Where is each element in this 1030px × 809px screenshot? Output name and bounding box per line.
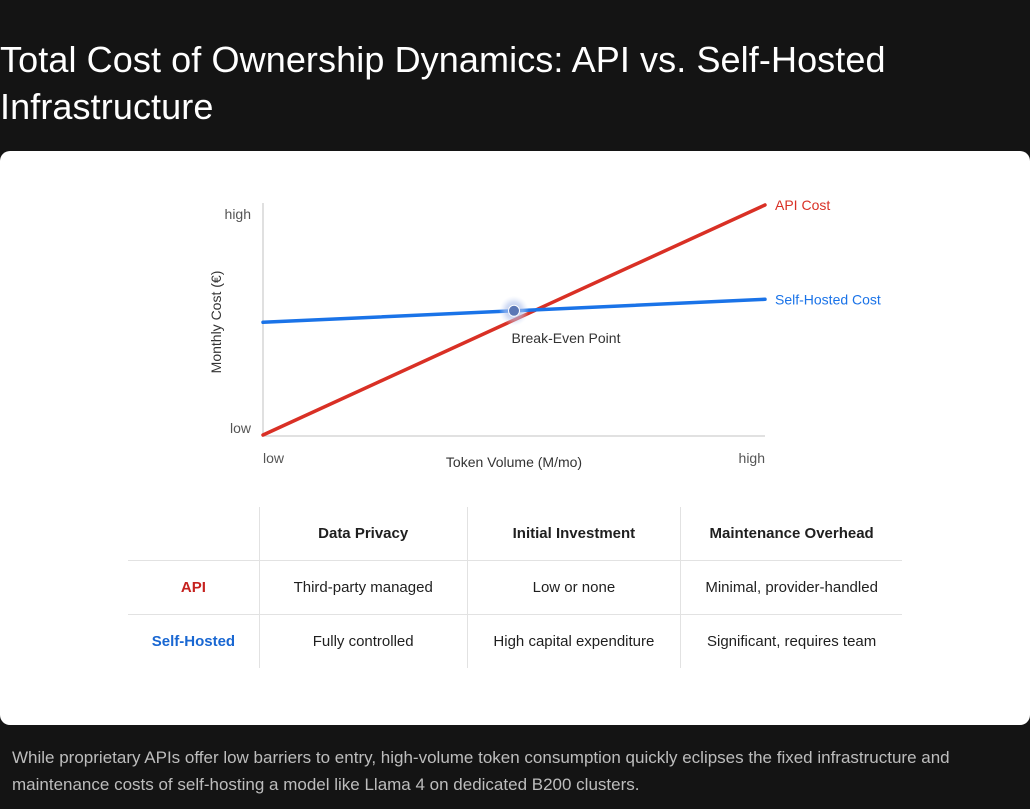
- table-row-self-hosted: Self-Hosted Fully controlled High capita…: [128, 614, 902, 668]
- row-label-api: API: [128, 560, 260, 615]
- self-hosted-maintenance-overhead: Significant, requires team: [680, 614, 902, 668]
- api-data-privacy: Third-party managed: [258, 560, 468, 615]
- x-tick-label-high: high: [739, 450, 765, 466]
- header-data-privacy: Data Privacy: [258, 507, 468, 561]
- y-axis-title: Monthly Cost (€): [208, 271, 224, 374]
- table-row-api: API Third-party managed Low or none Mini…: [128, 560, 902, 615]
- chart-caption: While proprietary APIs offer low barrier…: [12, 748, 950, 794]
- self-hosted-data-privacy: Fully controlled: [258, 614, 468, 668]
- series-label-api-cost: API Cost: [775, 197, 830, 213]
- break-even-label: Break-Even Point: [512, 330, 621, 346]
- api-maintenance-overhead: Minimal, provider-handled: [680, 560, 902, 615]
- header-initial-investment: Initial Investment: [466, 507, 681, 561]
- comparison-table: Data Privacy Initial Investment Maintena…: [128, 507, 902, 668]
- x-tick-label-low: low: [263, 450, 285, 466]
- self-hosted-initial-investment: High capital expenditure: [466, 614, 681, 668]
- api-initial-investment: Low or none: [466, 560, 681, 615]
- header-maintenance-overhead: Maintenance Overhead: [680, 507, 902, 561]
- break-even-marker: [508, 304, 520, 317]
- page-title: Total Cost of Ownership Dynamics: API vs…: [0, 39, 886, 127]
- chart-card: high low low high Token Volume (M/mo) Monthly…: [0, 151, 1030, 725]
- row-label-self-hosted: Self-Hosted: [151, 633, 236, 650]
- x-axis-title: Token Volume (M/mo): [446, 454, 582, 470]
- series-label-self-hosted-cost: Self-Hosted Cost: [775, 291, 881, 307]
- table-header-row: Data Privacy Initial Investment Maintena…: [128, 507, 902, 561]
- y-tick-label-high: high: [225, 206, 251, 222]
- table-corner-cell: [128, 507, 260, 561]
- y-tick-label-low: low: [230, 420, 252, 436]
